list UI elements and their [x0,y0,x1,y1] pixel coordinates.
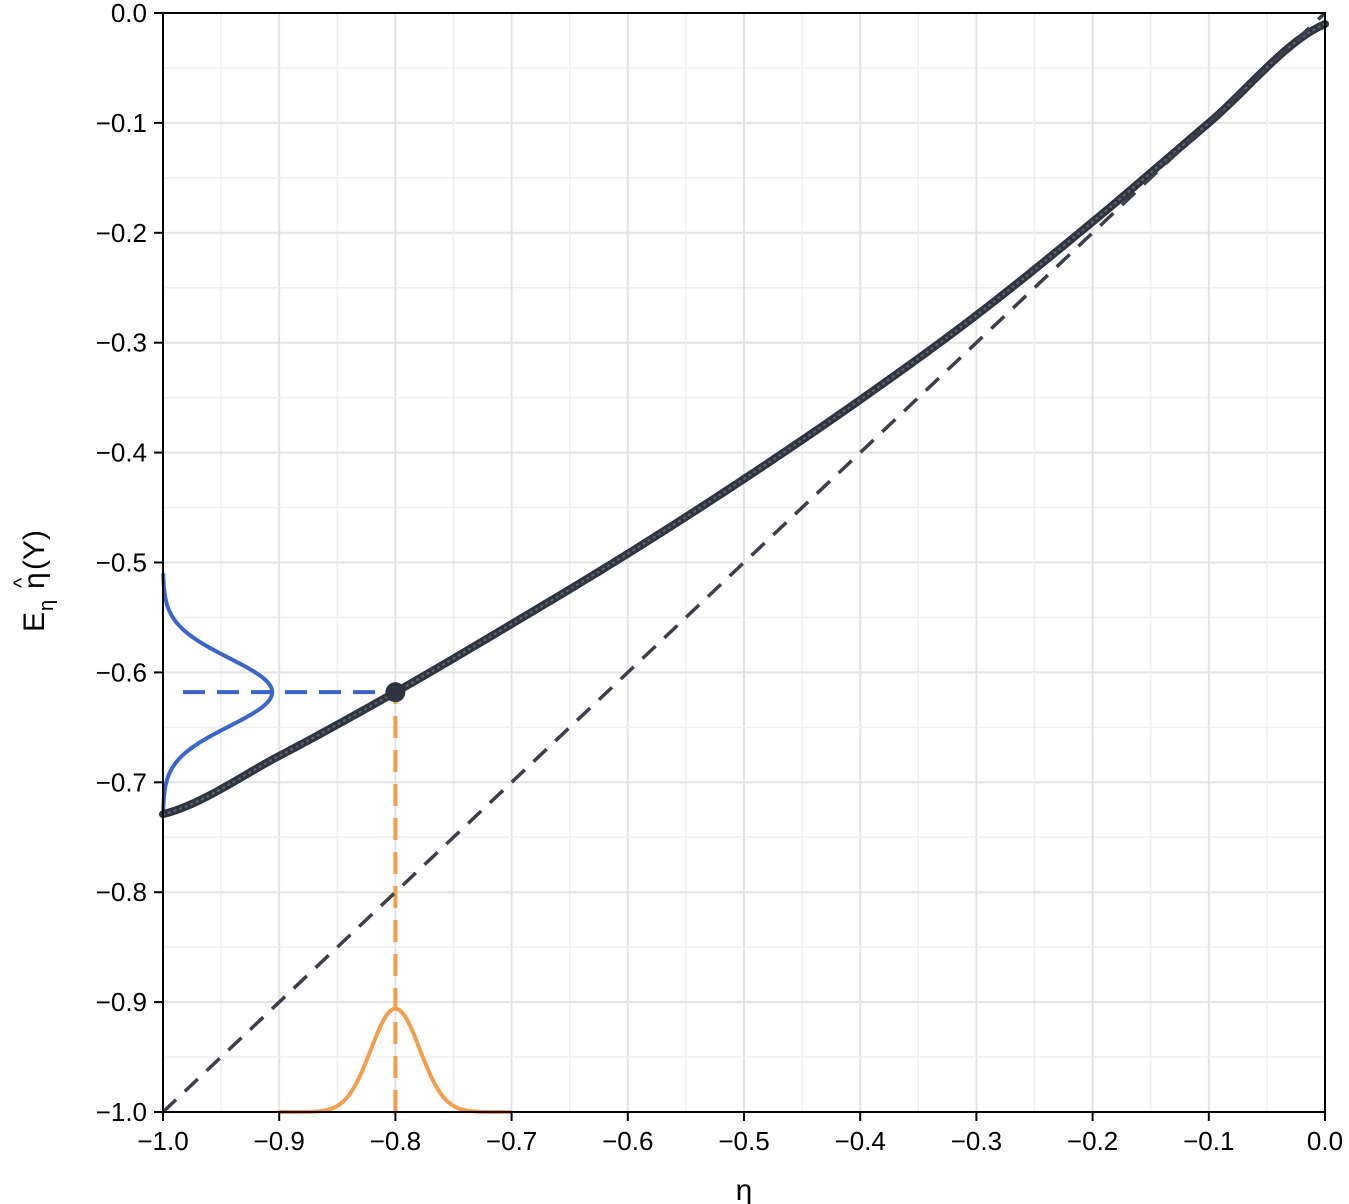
x-tick-label: −0.4 [835,1126,886,1156]
x-tick-label: 0.0 [1307,1126,1343,1156]
x-tick-label: −0.2 [1067,1126,1118,1156]
x-tick-label: −0.3 [951,1126,1002,1156]
y-tick-label: −0.2 [96,218,147,248]
y-tick-label: −0.9 [96,987,147,1017]
x-tick-label: −1.0 [137,1126,188,1156]
y-tick-label: −0.5 [96,548,147,578]
y-axis-label-argument: (Y) [18,530,51,570]
grid [162,12,1326,1113]
y-tick-label: −0.1 [96,108,147,138]
x-tick-label: −0.5 [718,1126,769,1156]
x-tick-label: −0.7 [486,1126,537,1156]
y-axis-label: E η ^ η (Y) [9,530,58,632]
y-axis-label-hat: ^ [9,577,34,588]
identity-line [161,11,1327,1114]
y-tick-label: −0.7 [96,767,147,797]
y-tick-label: −0.8 [96,877,147,907]
y-tick-label: −0.4 [96,438,147,468]
ticks: −1.0 −0.9 −0.8 −0.7 −0.6 −0.5 −0.4 −0.3 −0.2 −0.1… [96,0,1343,1156]
y-axis-label-symbol: η [18,572,51,589]
highlight-point [385,682,406,703]
y-tick-label: −1.0 [96,1097,147,1127]
guide-lines [183,690,398,1112]
expectation-curve-dots [161,22,1327,816]
y-tick-label: 0.0 [111,0,147,28]
x-axis-label: η [736,1174,753,1204]
y-axis-label-main: E [18,612,51,632]
data-series [159,11,1329,1114]
x-tick-label: −0.6 [602,1126,653,1156]
x-tick-label: −0.8 [370,1126,421,1156]
x-tick-label: −0.1 [1183,1126,1234,1156]
y-axis-label-subscript: η [36,600,58,611]
y-tick-label: −0.6 [96,657,147,687]
x-tick-label: −0.9 [254,1126,305,1156]
y-tick-label: −0.3 [96,328,147,358]
